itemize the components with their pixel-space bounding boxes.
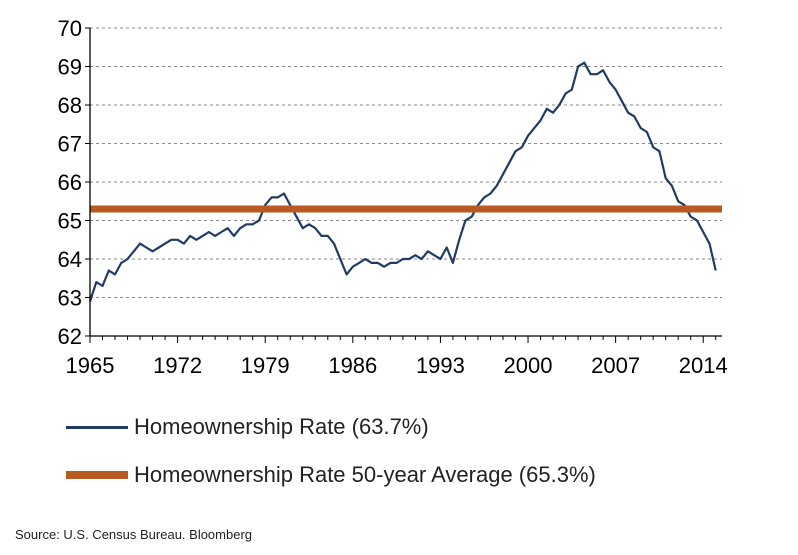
- x-tick-label-2014: 2014: [679, 353, 728, 378]
- x-tick-label-1979: 1979: [241, 353, 290, 378]
- legend-label-50-year-average: Homeownership Rate 50-year Average (65.3…: [134, 462, 596, 487]
- y-tick-label-66: 66: [58, 170, 82, 195]
- chart: 62 63 64 65 66 67 68 69 70 1965 1972 1979 1986 1993 2…: [58, 16, 728, 378]
- y-tick-label-62: 62: [58, 324, 82, 349]
- y-axis-ticks: 62 63 64 65 66 67 68 69 70: [58, 16, 90, 349]
- x-tick-label-1965: 1965: [66, 353, 115, 378]
- legend-swatch-average: [66, 471, 128, 479]
- axes: [89, 28, 722, 337]
- y-tick-label-68: 68: [58, 93, 82, 118]
- x-tick-label-2007: 2007: [591, 353, 640, 378]
- y-tick-label-64: 64: [58, 247, 82, 272]
- legend-label-homeownership-rate: Homeownership Rate (63.7%): [134, 414, 429, 439]
- x-axis-ticks: 1965 1972 1979 1986 1993 2000 2007 2014: [66, 336, 728, 378]
- series-layer: [88, 61, 722, 302]
- gridlines: [90, 27, 722, 298]
- source-note: Source: U.S. Census Bureau. Bloomberg: [15, 527, 253, 542]
- y-tick-label-69: 69: [58, 55, 82, 80]
- legend-entry-homeownership-rate: Homeownership Rate (63.7%): [66, 414, 429, 440]
- legend-entry-50-year-average: Homeownership Rate 50-year Average (65.3…: [66, 462, 596, 488]
- x-tick-label-1993: 1993: [416, 353, 465, 378]
- series-line-homeownership-rate: [88, 61, 717, 302]
- legend-swatch-line: [66, 425, 128, 429]
- y-tick-label-63: 63: [58, 286, 82, 311]
- x-tick-label-1986: 1986: [328, 353, 377, 378]
- y-tick-label-67: 67: [58, 132, 82, 157]
- x-tick-label-1972: 1972: [153, 353, 202, 378]
- y-tick-label-65: 65: [58, 209, 82, 234]
- x-tick-label-2000: 2000: [504, 353, 553, 378]
- y-tick-label-70: 70: [58, 16, 82, 41]
